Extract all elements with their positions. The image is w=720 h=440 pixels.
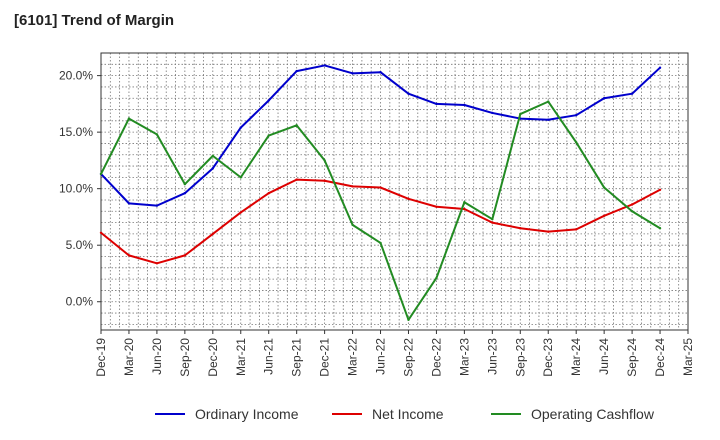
data-point xyxy=(99,172,103,176)
data-point xyxy=(491,221,494,224)
data-point xyxy=(295,69,298,73)
data-point xyxy=(435,102,438,106)
data-point xyxy=(602,214,606,218)
data-point xyxy=(463,207,466,211)
data-point xyxy=(155,133,159,136)
x-tick-label: Dec-24 xyxy=(653,338,667,377)
data-point xyxy=(211,167,215,170)
plot-frame xyxy=(100,52,689,331)
x-tick-label: Jun-24 xyxy=(597,338,611,375)
data-point xyxy=(574,141,578,144)
data-point xyxy=(658,66,662,69)
series-lines xyxy=(99,64,662,322)
data-point xyxy=(602,186,606,189)
x-tick-label: Sep-20 xyxy=(178,338,192,377)
data-point xyxy=(379,186,382,189)
data-point xyxy=(407,197,410,201)
x-tick-label: Sep-21 xyxy=(290,338,304,377)
data-point xyxy=(295,178,298,181)
data-point xyxy=(547,100,550,103)
data-point xyxy=(155,262,159,265)
data-point xyxy=(127,202,131,205)
data-point xyxy=(183,191,187,195)
data-point xyxy=(379,241,382,245)
x-tick-label: Dec-21 xyxy=(318,338,332,377)
data-point xyxy=(547,118,550,121)
y-tick-label: 5.0% xyxy=(66,238,94,252)
data-point xyxy=(658,188,662,192)
data-point xyxy=(435,276,438,280)
x-tick-label: Dec-23 xyxy=(541,338,555,377)
y-tick-label: 15.0% xyxy=(59,125,93,139)
data-point xyxy=(491,218,494,221)
grid xyxy=(100,52,689,330)
data-point xyxy=(351,185,354,188)
data-point xyxy=(519,227,522,230)
y-tick-label: 0.0% xyxy=(66,295,94,309)
x-tick-label: Mar-22 xyxy=(346,338,360,376)
x-tick-label: Sep-23 xyxy=(513,338,527,377)
data-point xyxy=(658,227,662,230)
data-point xyxy=(463,103,466,107)
x-tick-label: Jun-21 xyxy=(262,338,276,375)
data-point xyxy=(267,134,270,137)
data-point xyxy=(463,201,466,204)
data-point xyxy=(211,154,215,158)
x-tick-label: Jun-23 xyxy=(485,338,499,375)
x-tick-label: Mar-23 xyxy=(457,338,471,376)
legend-label: Net Income xyxy=(372,406,444,422)
data-point xyxy=(547,230,550,233)
legend-label: Ordinary Income xyxy=(195,406,299,422)
data-point xyxy=(574,228,578,231)
data-point xyxy=(211,232,215,236)
x-tick-label: Dec-20 xyxy=(206,338,220,377)
axes: 20.0% 15.0% 10.0% 5.0% 0.0% Dec-19 Mar-20 Jun-2… xyxy=(59,52,695,377)
x-tick-label: Mar-20 xyxy=(122,338,136,376)
data-point xyxy=(267,191,270,195)
data-point xyxy=(127,117,131,120)
data-point xyxy=(351,72,354,75)
legend-label: Operating Cashflow xyxy=(531,406,655,422)
chart-title: [6101] Trend of Margin xyxy=(14,12,175,29)
data-point xyxy=(183,182,187,186)
x-tick-label: Mar-24 xyxy=(569,338,583,376)
data-point xyxy=(127,254,131,257)
data-point xyxy=(183,254,187,257)
data-point xyxy=(239,176,242,179)
x-tick-label: Jun-22 xyxy=(374,338,388,375)
data-point xyxy=(295,124,298,127)
x-tick-label: Sep-24 xyxy=(625,338,639,377)
data-point xyxy=(491,111,494,115)
x-tick-label: Dec-19 xyxy=(94,338,108,377)
x-tick-label: Mar-21 xyxy=(234,338,248,376)
legend: Ordinary Income Net Income Operating Cashf… xyxy=(155,406,655,422)
data-point xyxy=(379,71,382,74)
data-point xyxy=(155,204,159,207)
data-point xyxy=(323,64,326,67)
data-point xyxy=(407,318,410,322)
x-tick-label: Dec-22 xyxy=(429,338,443,377)
data-point xyxy=(435,205,438,208)
data-point xyxy=(323,159,326,162)
data-point xyxy=(351,223,354,227)
data-point xyxy=(239,126,242,129)
data-point xyxy=(602,97,606,100)
data-point xyxy=(99,231,103,234)
x-tick-label: Sep-22 xyxy=(401,338,415,377)
y-tick-label: 20.0% xyxy=(59,69,93,83)
y-tick-label: 10.0% xyxy=(59,182,93,196)
data-point xyxy=(323,179,326,182)
x-tick-label: Mar-25 xyxy=(681,338,695,376)
data-point xyxy=(630,203,634,206)
data-point xyxy=(574,113,578,117)
data-point xyxy=(239,211,242,214)
data-point xyxy=(407,92,410,95)
data-point xyxy=(630,92,634,95)
x-tick-label: Jun-20 xyxy=(150,338,164,375)
data-point xyxy=(267,99,270,102)
data-point xyxy=(519,112,522,116)
data-point xyxy=(630,210,634,213)
